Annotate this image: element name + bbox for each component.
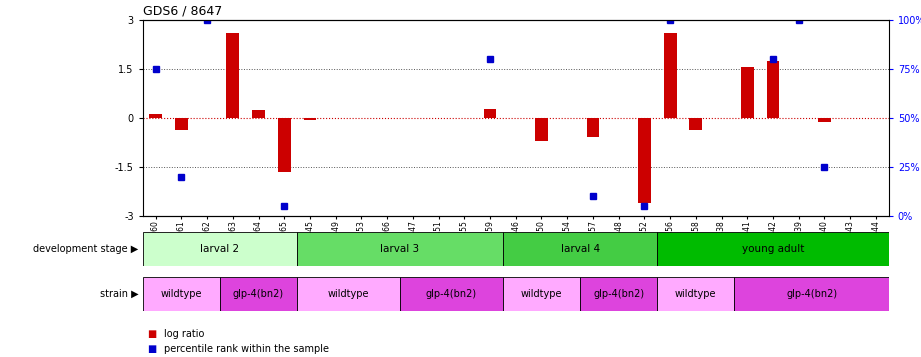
Bar bbox=[734, 277, 889, 311]
Bar bbox=[252, 110, 265, 118]
Text: wildtype: wildtype bbox=[160, 288, 202, 299]
Bar bbox=[149, 114, 162, 118]
Text: GDS6 / 8647: GDS6 / 8647 bbox=[143, 4, 222, 17]
Bar bbox=[143, 232, 297, 266]
Text: larval 3: larval 3 bbox=[380, 244, 420, 254]
Text: wildtype: wildtype bbox=[675, 288, 717, 299]
Bar bbox=[175, 118, 188, 130]
Bar bbox=[484, 109, 496, 118]
Text: young adult: young adult bbox=[741, 244, 804, 254]
Text: log ratio: log ratio bbox=[164, 329, 204, 339]
Bar bbox=[587, 118, 600, 137]
Bar bbox=[503, 277, 580, 311]
Bar bbox=[658, 232, 889, 266]
Bar bbox=[297, 232, 503, 266]
Bar bbox=[297, 277, 400, 311]
Text: strain ▶: strain ▶ bbox=[99, 288, 138, 299]
Bar bbox=[503, 232, 658, 266]
Text: wildtype: wildtype bbox=[328, 288, 369, 299]
Bar bbox=[227, 33, 239, 118]
Bar bbox=[400, 277, 503, 311]
Text: ■: ■ bbox=[147, 344, 157, 354]
Bar bbox=[535, 118, 548, 141]
Bar bbox=[818, 118, 831, 122]
Bar bbox=[638, 118, 651, 203]
Bar bbox=[740, 67, 753, 118]
Text: development stage ▶: development stage ▶ bbox=[33, 244, 138, 254]
Bar bbox=[664, 33, 677, 118]
Bar bbox=[220, 277, 297, 311]
Bar bbox=[690, 118, 702, 130]
Text: larval 4: larval 4 bbox=[561, 244, 600, 254]
Bar bbox=[658, 277, 734, 311]
Bar bbox=[304, 118, 317, 120]
Bar bbox=[143, 277, 220, 311]
Text: ■: ■ bbox=[147, 329, 157, 339]
Bar bbox=[766, 61, 779, 118]
Text: glp-4(bn2): glp-4(bn2) bbox=[426, 288, 477, 299]
Text: wildtype: wildtype bbox=[520, 288, 562, 299]
Text: larval 2: larval 2 bbox=[201, 244, 239, 254]
Text: percentile rank within the sample: percentile rank within the sample bbox=[164, 344, 329, 354]
Text: glp-4(bn2): glp-4(bn2) bbox=[593, 288, 644, 299]
Text: glp-4(bn2): glp-4(bn2) bbox=[233, 288, 284, 299]
Text: glp-4(bn2): glp-4(bn2) bbox=[786, 288, 837, 299]
Bar bbox=[580, 277, 658, 311]
Bar bbox=[278, 118, 291, 172]
